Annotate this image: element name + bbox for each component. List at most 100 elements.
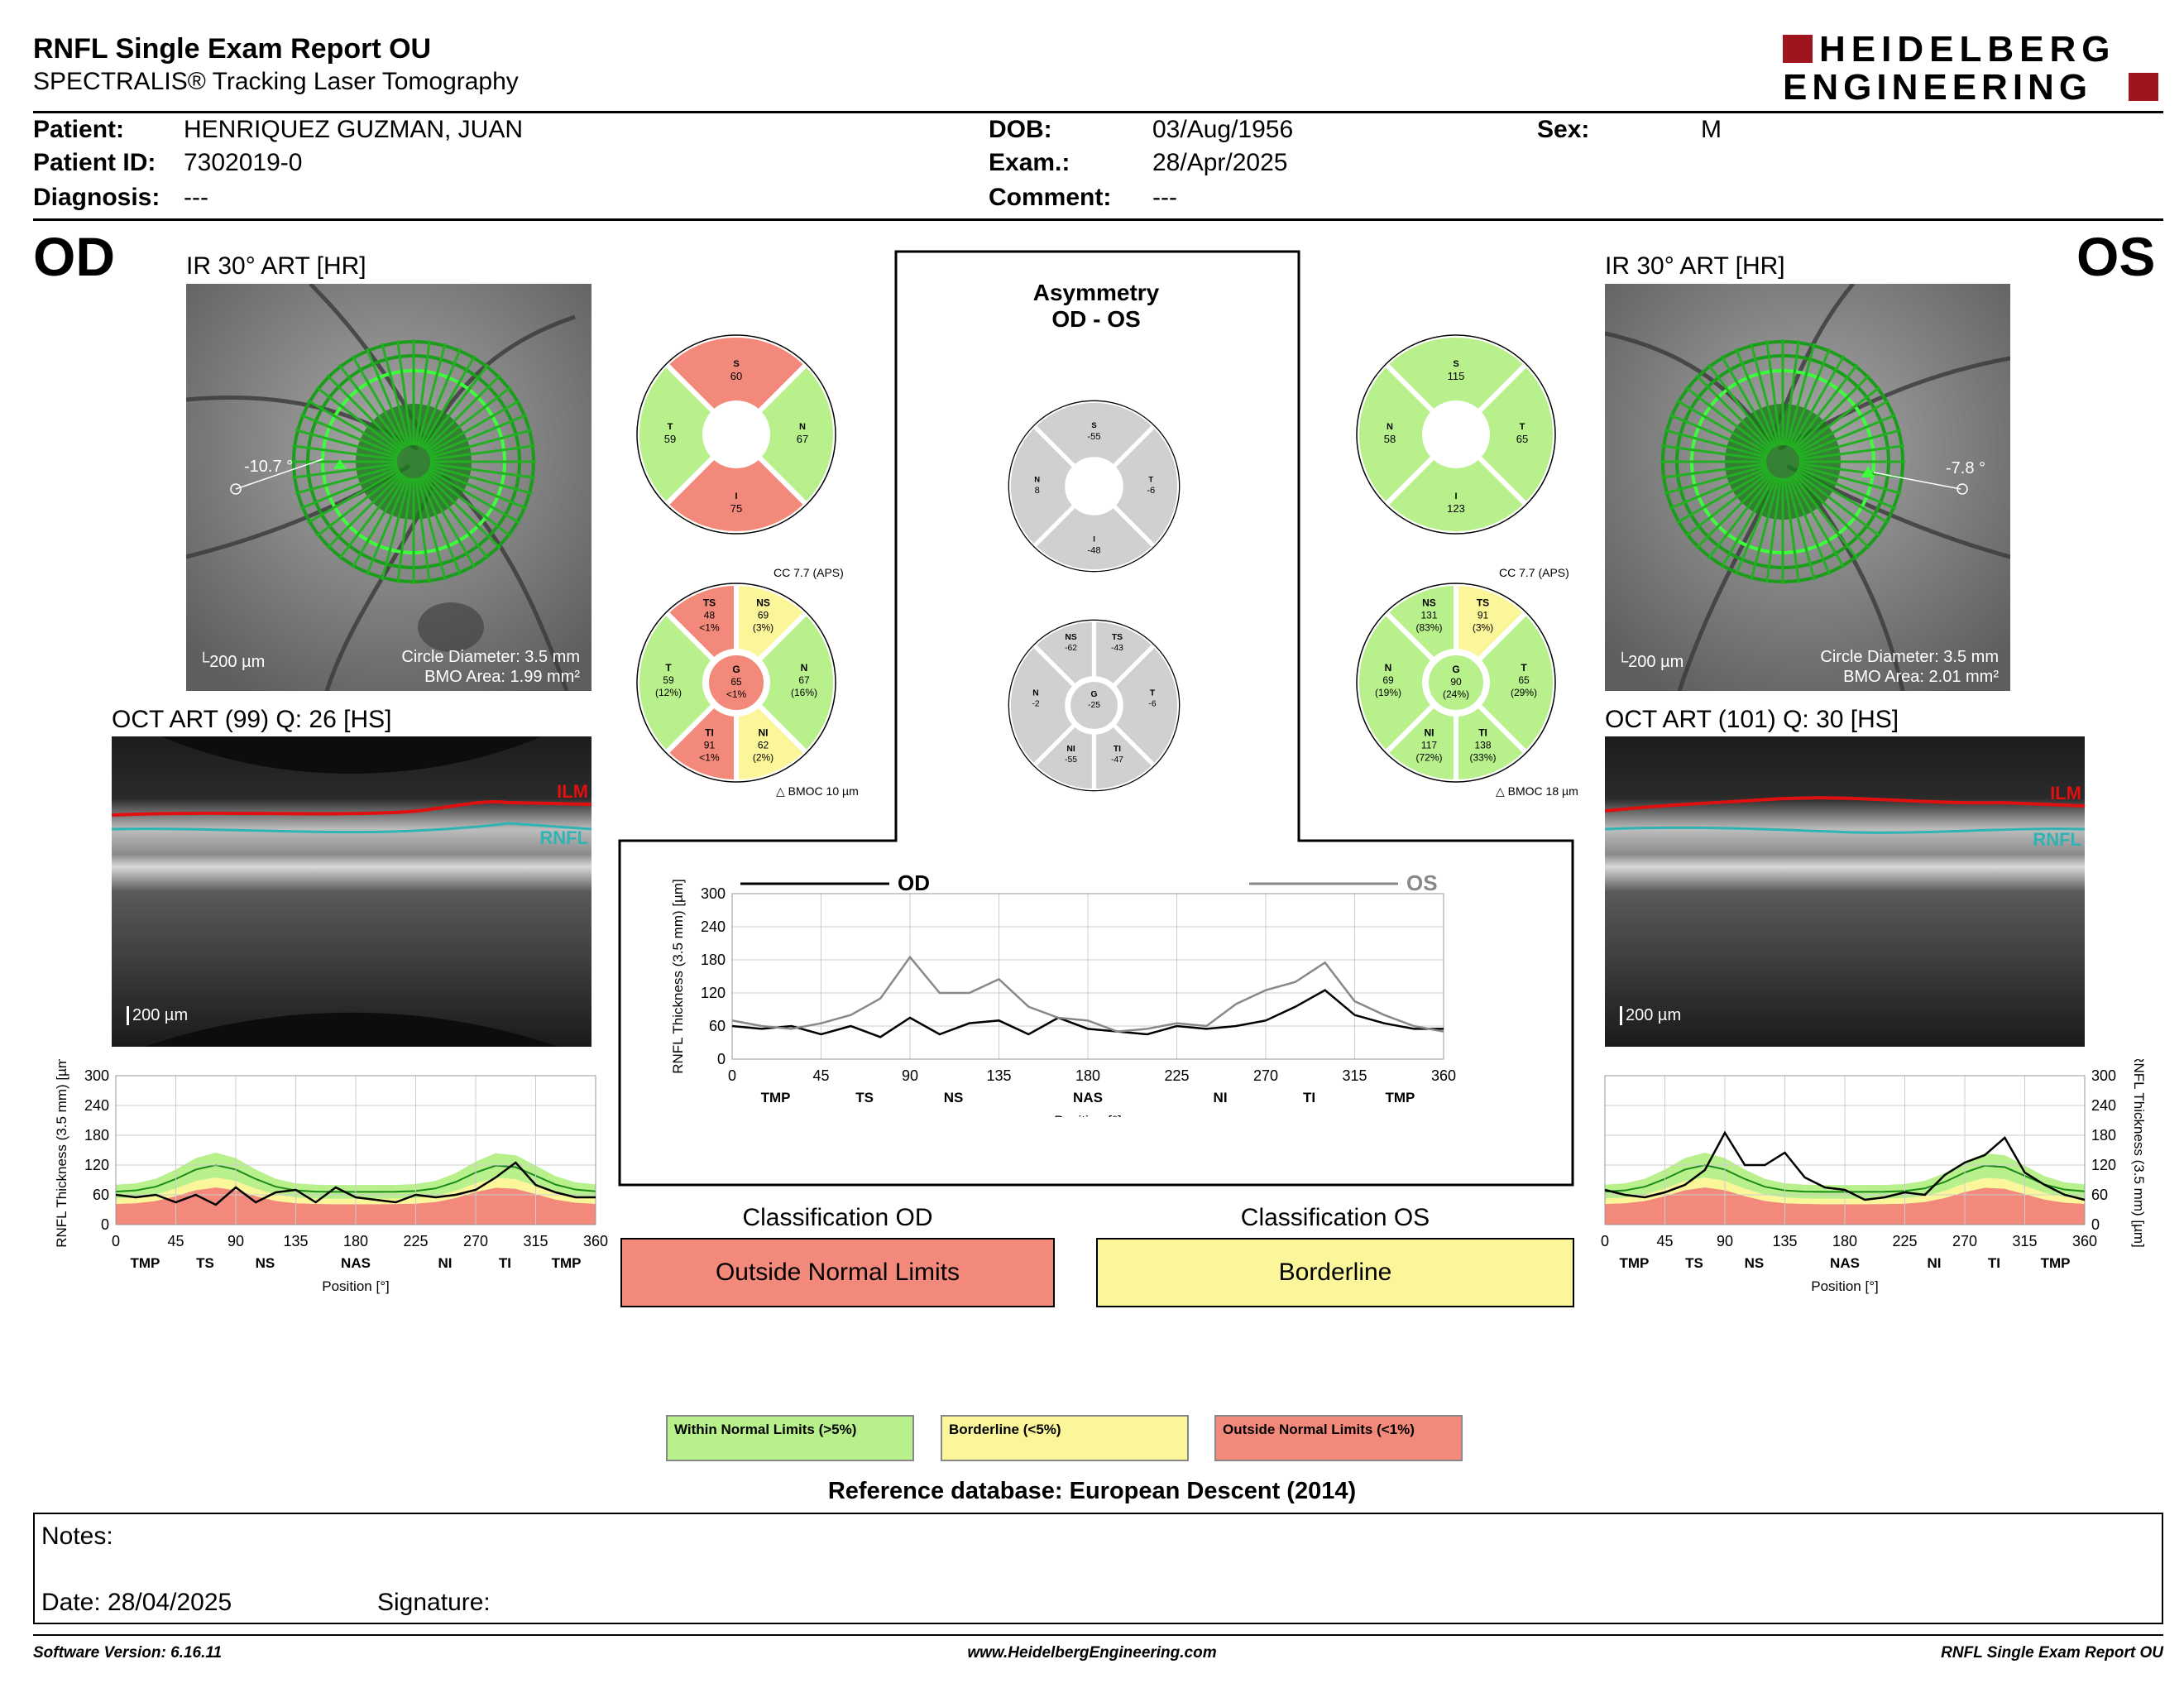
exam-label: Exam.: bbox=[989, 149, 1070, 176]
x-tick-180: 180 bbox=[343, 1233, 368, 1249]
asym-quadrant-diagram: S -55 I-48 N 8 T -6 bbox=[1006, 398, 1182, 574]
website-link[interactable]: www.HeidelbergEngineering.com bbox=[967, 1644, 1217, 1662]
os-angle: -7.8 ° bbox=[1946, 459, 1986, 477]
label-I: I bbox=[1454, 492, 1457, 501]
text-TS-2: (3%) bbox=[1473, 621, 1493, 633]
x-tick-180: 180 bbox=[1075, 1067, 1100, 1084]
diagnosis-value: --- bbox=[184, 184, 208, 211]
od-oct-title: OCT ART (99) Q: 26 [HS] bbox=[112, 706, 392, 733]
text-TS-0: TS bbox=[1112, 633, 1123, 642]
text-NI-1: -55 bbox=[1065, 755, 1077, 765]
text-G-1: 90 bbox=[1450, 676, 1462, 688]
text-NI-1: 62 bbox=[758, 740, 769, 751]
x-tick-315: 315 bbox=[1342, 1067, 1367, 1084]
sector-G bbox=[1424, 650, 1488, 715]
label-S: S bbox=[1091, 421, 1096, 430]
text-NS-1: -62 bbox=[1065, 644, 1077, 653]
classification-os-box: Borderline bbox=[1096, 1238, 1574, 1307]
y-axis-label: RNFL Thickness (3.5 mm) [µm] bbox=[670, 879, 686, 1074]
value-N: 58 bbox=[1384, 433, 1396, 445]
label-T: T bbox=[668, 422, 673, 432]
text-NS-0: NS bbox=[1065, 633, 1076, 642]
text-T-2: (12%) bbox=[655, 687, 682, 698]
od-angle: -10.7 ° bbox=[244, 458, 294, 476]
text-G-0: G bbox=[1090, 690, 1097, 699]
y-axis-label: RNFL Thickness (3.5 mm) [µm] bbox=[54, 1059, 69, 1248]
y-tick-60: 60 bbox=[93, 1187, 109, 1203]
region-NAS-3: NAS bbox=[1073, 1090, 1103, 1105]
od-ir-title: IR 30° ART [HR] bbox=[186, 252, 366, 280]
x-tick-315: 315 bbox=[2012, 1233, 2037, 1249]
label-T: T bbox=[1148, 475, 1153, 484]
patient-id-label: Patient ID: bbox=[33, 149, 156, 176]
report-title: RNFL Single Exam Report OU bbox=[33, 33, 432, 65]
os-bmoc: △ BMOC 18 µm bbox=[1496, 784, 1578, 798]
text-TI-0: TI bbox=[705, 727, 714, 739]
text-N-2: (19%) bbox=[1375, 687, 1401, 698]
region-TMP-6: TMP bbox=[2041, 1255, 2071, 1271]
sex-label: Sex: bbox=[1537, 116, 1590, 143]
text-TS-2: <1% bbox=[699, 621, 720, 633]
dob-value: 03/Aug/1956 bbox=[1152, 116, 1294, 143]
y-tick-120: 120 bbox=[701, 985, 726, 1001]
ou-comparison-chart: 0 60 120 180 240 300 0 45 90 135 180 225 270 315 360 TM… bbox=[670, 870, 1456, 1117]
label-T: T bbox=[1520, 422, 1525, 432]
od-circle-diameter: Circle Diameter: 3.5 mm bbox=[401, 648, 580, 666]
text-G-0: G bbox=[732, 664, 740, 675]
sector-G bbox=[704, 650, 769, 715]
text-TI-2: (33%) bbox=[1470, 752, 1497, 764]
legend-borderline: Borderline (<5%) bbox=[941, 1415, 1189, 1461]
y-axis-label: RNFL Thickness (3.5 mm) [µm] bbox=[2131, 1059, 2147, 1248]
x-tick-270: 270 bbox=[1253, 1067, 1278, 1084]
x-tick-225: 225 bbox=[1892, 1233, 1917, 1249]
os-sector-diagram: NS131(83%)TS91(3%)N69(19%)T65(29%)NI117(… bbox=[1354, 580, 1558, 785]
os-cc: CC 7.7 (APS) bbox=[1499, 566, 1569, 579]
region-NI-4: NI bbox=[1214, 1090, 1228, 1105]
series-OD bbox=[115, 1161, 596, 1206]
text-NS-0: NS bbox=[756, 597, 770, 608]
text-NS-1: 131 bbox=[1420, 609, 1437, 621]
value-S: 115 bbox=[1448, 370, 1465, 382]
y-tick-180: 180 bbox=[2091, 1127, 2116, 1144]
label-S: S bbox=[733, 359, 739, 369]
region-TS-1: TS bbox=[1685, 1255, 1703, 1271]
value-I: -48 bbox=[1087, 545, 1100, 555]
label-I: I bbox=[735, 492, 737, 501]
x-tick-90: 90 bbox=[902, 1067, 918, 1084]
text-NS-1: 69 bbox=[758, 609, 769, 621]
patient-id: 7302019-0 bbox=[184, 149, 303, 176]
os-circle-diameter: Circle Diameter: 3.5 mm bbox=[1820, 648, 1999, 666]
text-NI-2: (2%) bbox=[753, 752, 774, 764]
os-oct-title: OCT ART (101) Q: 30 [HS] bbox=[1605, 706, 1899, 733]
x-tick-0: 0 bbox=[728, 1067, 736, 1084]
region-TI-5: TI bbox=[1303, 1090, 1315, 1105]
os-oct-image: ILM RNFL 200 µm bbox=[1605, 736, 2085, 1047]
notes-label: Notes: bbox=[41, 1523, 113, 1550]
text-T-2: (29%) bbox=[1511, 687, 1537, 698]
label-N: N bbox=[1387, 422, 1393, 432]
x-axis-label: Position [°] bbox=[1054, 1113, 1121, 1117]
text-G-1: 65 bbox=[730, 676, 742, 688]
label-S: S bbox=[1453, 359, 1458, 369]
legend-outside: Outside Normal Limits (<1%) bbox=[1214, 1415, 1463, 1461]
software-version: Software Version: 6.16.11 bbox=[33, 1644, 223, 1662]
text-NI-0: NI bbox=[1424, 727, 1434, 739]
os-ir-title: IR 30° ART [HR] bbox=[1605, 252, 1785, 280]
region-NS-2: NS bbox=[1745, 1255, 1765, 1271]
region-TMP-6: TMP bbox=[1385, 1090, 1415, 1105]
text-NS-2: (3%) bbox=[753, 621, 774, 633]
os-rnfl-label: RNFL bbox=[2033, 829, 2081, 850]
text-TI-2: <1% bbox=[699, 752, 720, 764]
region-NS-2: NS bbox=[944, 1090, 964, 1105]
y-tick-300: 300 bbox=[701, 885, 726, 902]
od-sector-diagram: TS48<1%NS69(3%)T59(12%)N67(16%)TI91<1%NI… bbox=[635, 580, 838, 785]
y-tick-180: 180 bbox=[701, 952, 726, 968]
value-N: 8 bbox=[1035, 486, 1040, 496]
comment-label: Comment: bbox=[989, 184, 1112, 211]
text-N-1: 69 bbox=[1382, 674, 1394, 686]
report-subtitle: SPECTRALIS® Tracking Laser Tomography bbox=[33, 68, 519, 95]
value-S: 60 bbox=[730, 370, 742, 382]
text-N-2: (16%) bbox=[791, 687, 817, 698]
